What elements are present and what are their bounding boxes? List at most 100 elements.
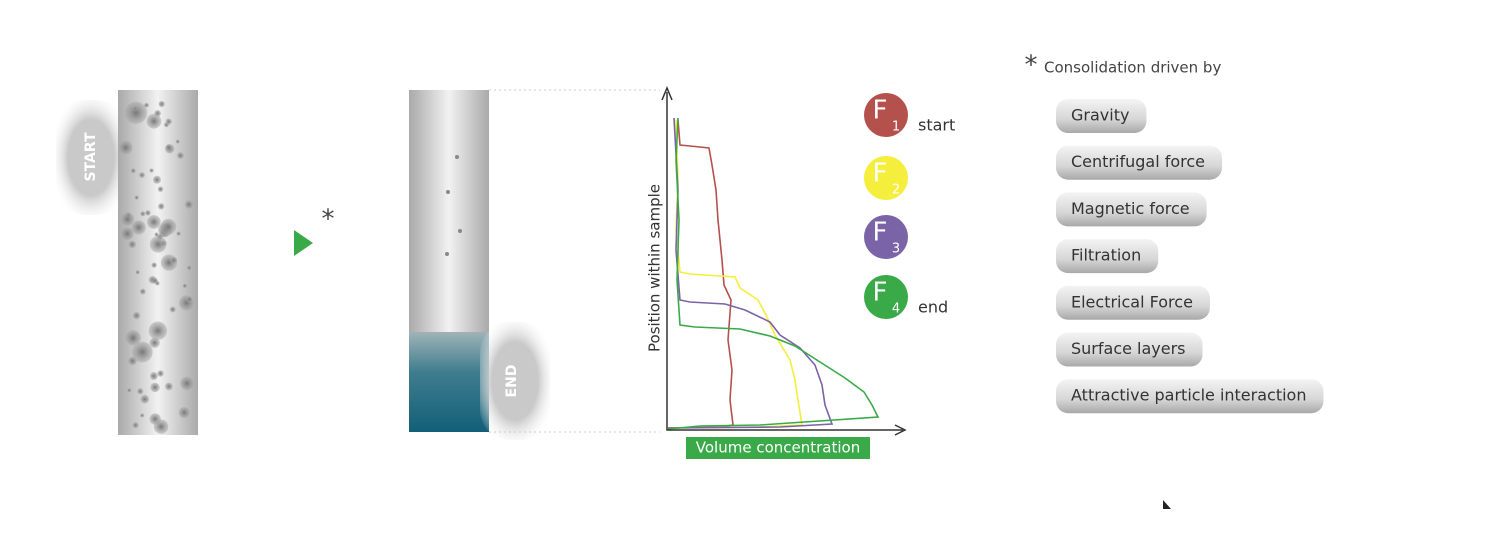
particle	[125, 330, 141, 346]
driver-button	[1056, 99, 1147, 133]
particle	[132, 422, 139, 429]
particle	[178, 295, 195, 311]
particle	[134, 195, 139, 200]
particle	[149, 168, 154, 173]
start-tab	[56, 100, 126, 215]
particle	[150, 382, 160, 393]
particle	[158, 100, 165, 108]
particle	[180, 376, 194, 391]
driver-button	[1056, 239, 1159, 274]
axis-arrow	[661, 86, 673, 101]
particle	[144, 102, 149, 108]
legend-letter: F	[873, 218, 888, 248]
sediment	[409, 332, 489, 432]
driver-list: Gravity Centrifugal force Magnetic force Fi…	[1056, 99, 1324, 414]
particle	[149, 337, 160, 348]
particle	[186, 296, 193, 303]
legend-index: 3	[892, 242, 900, 257]
particle	[446, 190, 450, 194]
particle	[184, 200, 194, 209]
driver-label: Centrifugal force	[1071, 152, 1205, 171]
profiles	[667, 117, 880, 430]
profile-f2	[667, 117, 834, 429]
particle	[140, 211, 146, 217]
particle	[132, 311, 141, 320]
legend-swatch	[864, 93, 908, 137]
particle	[140, 413, 145, 418]
particle	[152, 175, 162, 184]
x-axis-label: Volume concentration	[696, 439, 860, 457]
profile-f4	[667, 117, 880, 430]
particle	[146, 215, 161, 229]
legend-index: 4	[892, 302, 900, 317]
legend-letter: F	[873, 96, 888, 126]
driver-label: Attractive particle interaction	[1071, 386, 1306, 405]
legend-swatch	[864, 275, 908, 319]
legend-index: 2	[892, 183, 900, 198]
particle	[133, 106, 138, 111]
particle	[145, 210, 151, 216]
particle	[118, 140, 133, 155]
particle	[182, 283, 187, 288]
driver-label: Magnetic force	[1071, 199, 1190, 218]
driver-label: Filtration	[1071, 246, 1141, 265]
particle	[176, 231, 181, 236]
particle	[137, 388, 144, 395]
driver-button	[1056, 145, 1223, 180]
particle	[120, 227, 134, 241]
start-label: START	[83, 132, 99, 182]
legend-index: 1	[892, 120, 900, 135]
particle	[165, 144, 172, 151]
axis-arrow	[894, 424, 907, 436]
process-arrow	[294, 230, 313, 256]
particle	[163, 122, 169, 128]
particle	[124, 101, 148, 124]
particle	[153, 419, 169, 434]
particle	[149, 372, 158, 381]
end-tab	[480, 322, 550, 440]
legend-swatch	[864, 215, 908, 259]
driver-button	[1056, 332, 1203, 367]
asterisk: *	[1025, 51, 1038, 81]
end-label: END	[504, 365, 520, 398]
particle	[128, 356, 137, 366]
particle	[455, 155, 459, 159]
particle	[138, 172, 145, 179]
particle	[160, 218, 177, 235]
driver-label: Electrical Force	[1071, 292, 1193, 311]
particle	[157, 186, 164, 192]
legend-label: end	[918, 298, 948, 317]
particle	[164, 382, 173, 391]
particle	[158, 203, 165, 210]
y-axis-label: Position within sample	[646, 184, 664, 352]
profile-f3	[667, 119, 803, 429]
particle	[131, 220, 146, 235]
particle	[148, 321, 168, 340]
particle	[132, 341, 153, 363]
particle	[169, 306, 176, 313]
particle	[140, 394, 150, 404]
driver-label: Gravity	[1071, 106, 1129, 125]
driver-button	[1056, 192, 1207, 227]
drivers-title: Consolidation driven by	[1044, 59, 1221, 77]
particle	[177, 152, 184, 160]
profile-f1	[667, 119, 734, 429]
cursor	[1163, 500, 1171, 509]
particle	[130, 168, 136, 174]
particle	[151, 262, 157, 268]
particles	[118, 100, 195, 434]
particle	[458, 229, 462, 233]
particle	[128, 240, 137, 249]
legend-label: start	[918, 116, 955, 135]
particle	[146, 113, 162, 129]
particle	[135, 270, 140, 275]
driver-label: Surface layers	[1071, 339, 1186, 358]
particle	[127, 388, 132, 393]
particle	[170, 256, 178, 264]
axes	[666, 92, 903, 431]
particle	[187, 265, 192, 270]
driver-button	[1056, 379, 1324, 414]
particle	[157, 370, 164, 377]
